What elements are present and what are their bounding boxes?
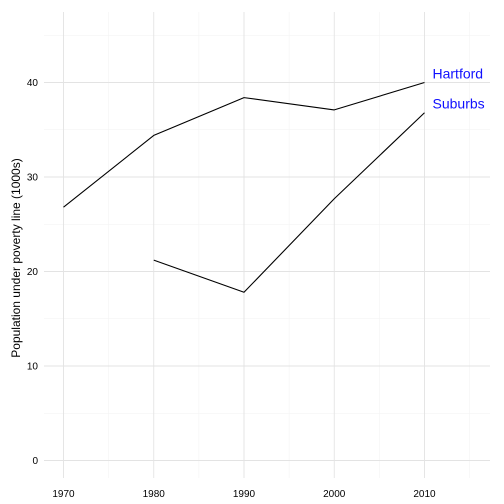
x-tick-label: 2000 <box>323 489 346 500</box>
grid <box>44 12 490 478</box>
y-axis-title: Population under poverty line (1000s) <box>9 158 23 357</box>
series-label-hartford: Hartford <box>433 66 484 82</box>
y-tick-label: 20 <box>27 267 39 278</box>
y-tick-label: 40 <box>27 78 39 89</box>
series-labels: Hartford Suburbs <box>433 66 485 112</box>
y-tick-label: 0 <box>32 456 38 467</box>
series-line-suburbs <box>153 112 425 293</box>
x-tick-label: 2010 <box>413 489 436 500</box>
series-label-suburbs: Suburbs <box>433 96 485 112</box>
x-tick-label: 1970 <box>52 489 75 500</box>
y-tick-label: 30 <box>27 173 39 184</box>
series-lines <box>63 81 425 293</box>
x-tick-label: 1980 <box>143 489 166 500</box>
tick-labels: 1970 1980 1990 2000 2010 0 10 20 30 40 <box>27 78 436 500</box>
series-line-hartford <box>63 81 425 208</box>
x-tick-label: 1990 <box>233 489 256 500</box>
y-tick-label: 10 <box>27 362 39 373</box>
